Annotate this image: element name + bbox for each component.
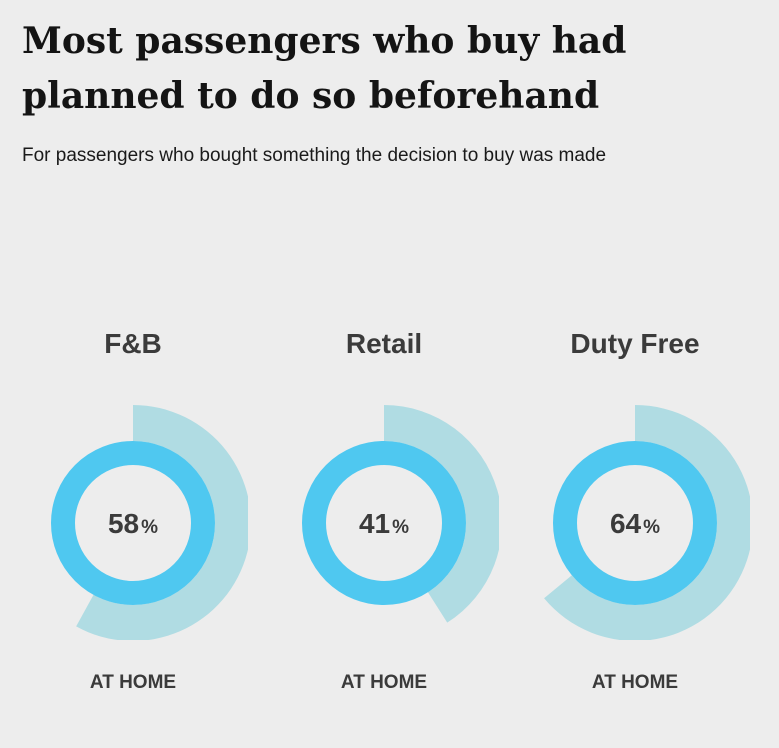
donut-ring [302, 441, 466, 605]
value-label: 64% [610, 508, 660, 539]
inner-disc [302, 441, 466, 605]
chart-subtitle: For passengers who bought something the … [22, 145, 607, 166]
donut-ring [553, 441, 717, 605]
value-label: 58% [108, 508, 158, 539]
percent-sign: % [392, 517, 409, 538]
value-number: 58 [108, 508, 139, 539]
slice-label: AT HOME [591, 672, 679, 693]
donut-panel-duty-free: Duty Free 64% AT HOME [520, 320, 750, 720]
percent-sign: % [141, 517, 158, 538]
donut-chart: 58% [51, 405, 248, 640]
donut-ring [51, 441, 215, 605]
donut-chart: 41% [302, 405, 499, 623]
value-number: 64 [610, 508, 642, 539]
value-label: 41% [359, 508, 409, 539]
donut-panel-retail: Retail 41% AT HOME [269, 320, 499, 720]
slice-label: AT HOME [340, 672, 428, 693]
chart-title: Most passengers who buy had planned to d… [22, 20, 627, 117]
donut-panel-f-b: F&B 58% AT HOME [18, 320, 248, 720]
inner-disc [51, 441, 215, 605]
donut-chart: 64% [544, 405, 750, 640]
category-label: F&B [104, 328, 162, 359]
category-label: Duty Free [570, 328, 700, 359]
inner-disc [553, 441, 717, 605]
slice-label: AT HOME [89, 672, 177, 693]
percent-sign: % [643, 517, 660, 538]
category-label: Retail [345, 328, 423, 359]
value-number: 41 [359, 508, 390, 539]
